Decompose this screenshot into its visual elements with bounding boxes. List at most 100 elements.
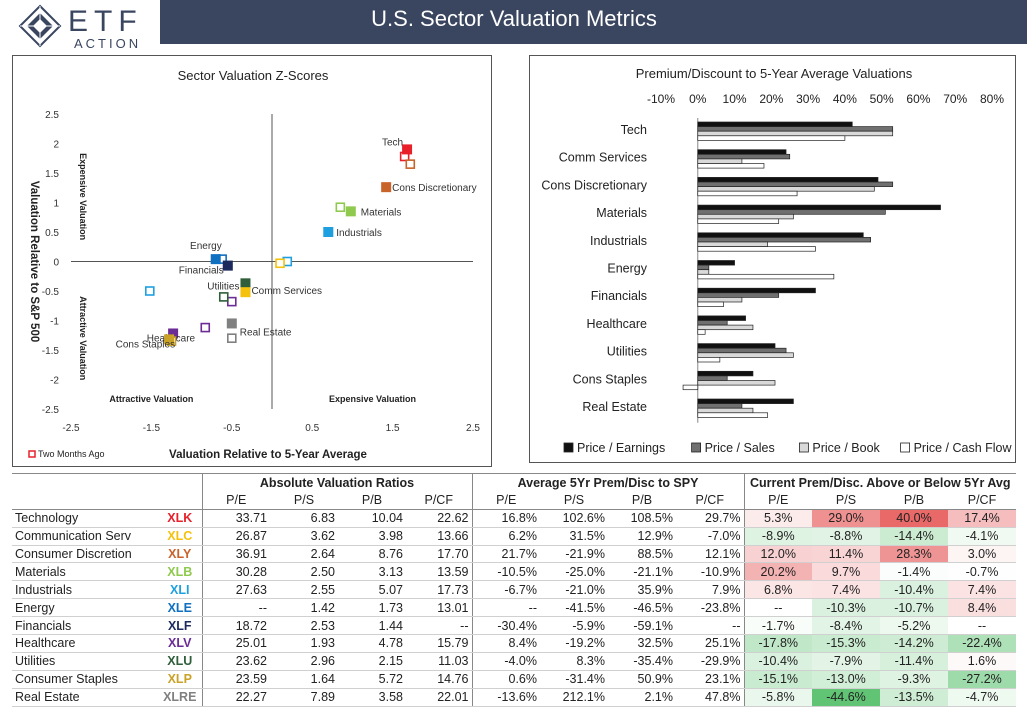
bar-price-sales	[697, 264, 710, 271]
scatter-prev-healthcare	[200, 322, 211, 333]
absolute-ratio-cell: 25.01	[201, 634, 270, 653]
absolute-ratio-cell: 2.15	[338, 652, 406, 671]
column-header: P/B	[608, 491, 676, 510]
y-tick-label: 0.5	[45, 228, 59, 239]
ticker-symbol: XLP	[158, 670, 202, 689]
average-prem-disc-cell: -23.8%	[676, 598, 744, 618]
current-prem-disc-cell: --	[948, 616, 1016, 636]
legend-label: Price / Earnings	[577, 441, 665, 455]
column-header: P/CF	[406, 491, 472, 510]
sector-name: Healthcare	[12, 634, 158, 653]
group-header-absolute: Absolute Valuation Ratios	[201, 473, 472, 492]
y-tick-label: -2.5	[42, 405, 60, 416]
absolute-ratio-cell: 7.89	[270, 688, 338, 707]
average-prem-disc-cell: -21.0%	[540, 580, 608, 600]
current-prem-disc-cell: -13.5%	[880, 688, 948, 707]
sector-name: Financials	[12, 616, 158, 636]
y-tick-label: -1.5	[42, 346, 60, 357]
absolute-ratio-cell: 2.96	[270, 652, 338, 671]
column-header: P/B	[880, 491, 948, 510]
x-tick-label: -0.5	[223, 423, 241, 434]
scatter-prev-utilities	[218, 292, 229, 302]
scatter-point-materials	[345, 206, 356, 217]
current-prem-disc-cell: 5.3%	[743, 509, 812, 528]
absolute-ratio-cell: 3.98	[338, 527, 406, 546]
scatter-point-tech	[402, 144, 413, 155]
bar-category-label: Materials	[596, 206, 647, 220]
absolute-ratio-cell: 13.01	[406, 598, 472, 618]
bar-x-tick-label: 30%	[796, 92, 820, 106]
legend-swatch	[900, 442, 911, 453]
current-prem-disc-cell: 7.4%	[948, 580, 1016, 600]
scatter-prev-marker	[227, 296, 237, 307]
scatter-label-energy: Energy	[190, 241, 222, 252]
legend-label: Price / Book	[812, 441, 880, 455]
current-prem-disc-cell: --	[743, 598, 812, 618]
current-prem-disc-cell: -1.4%	[880, 562, 948, 582]
absolute-ratio-cell: 22.27	[201, 688, 270, 707]
bar-price-book	[697, 130, 894, 137]
scatter-label-comm-services: Comm Services	[251, 286, 322, 297]
bar-price-book	[697, 158, 743, 164]
ticker-symbol: XLC	[158, 527, 202, 546]
bar-category-label: Utilities	[607, 345, 647, 359]
table-row: Utilities XLU 23.62 2.96 2.15 11.03 -4.0% 8.3% -…	[12, 652, 1016, 671]
valuation-table-area: Absolute Valuation Ratios Average 5Yr Pr…	[12, 473, 1022, 707]
y-tick-label: -0.5	[42, 287, 60, 298]
absolute-ratio-cell: 33.71	[201, 509, 270, 528]
absolute-ratio-cell: 5.72	[338, 670, 406, 689]
average-prem-disc-cell: -30.4%	[471, 616, 540, 636]
sector-name: Utilities	[12, 652, 158, 671]
absolute-ratio-cell: 2.50	[270, 562, 338, 582]
bar-price-sales	[697, 153, 791, 160]
ticker-symbol: XLK	[158, 509, 202, 528]
current-prem-disc-cell: -5.2%	[880, 616, 948, 636]
ticker-symbol: XLU	[158, 652, 202, 671]
bar-category-label: Comm Services	[559, 151, 647, 165]
average-prem-disc-cell: -6.7%	[471, 580, 540, 600]
bar-x-tick-label: 40%	[833, 92, 857, 106]
column-header: P/CF	[948, 491, 1016, 510]
bar-price-sales	[697, 292, 780, 298]
average-prem-disc-cell: -59.1%	[608, 616, 676, 636]
average-prem-disc-cell: -10.5%	[471, 562, 540, 582]
logo: ETF ACTION	[0, 0, 160, 52]
y-tick-label: 0	[53, 258, 59, 269]
absolute-ratio-cell: 2.55	[270, 580, 338, 600]
x-tick-label: 1.5	[386, 423, 400, 434]
scatter-point-financials	[222, 260, 233, 271]
bar-price-book	[697, 324, 754, 331]
scatter-label-tech: Tech	[382, 137, 403, 148]
etf-action-logo: ETF ACTION	[18, 4, 138, 51]
average-prem-disc-cell: --	[676, 616, 744, 636]
bar-price-earnings	[697, 121, 853, 127]
current-prem-disc-cell: -15.3%	[812, 634, 880, 653]
average-prem-disc-cell: 108.5%	[608, 509, 676, 528]
average-prem-disc-cell: 16.8%	[471, 509, 540, 528]
ticker-symbol: XLY	[158, 545, 202, 564]
bar-price-sales	[697, 347, 787, 354]
scatter-point-utilities	[240, 278, 251, 289]
average-prem-disc-cell: -31.4%	[540, 670, 608, 689]
absolute-ratio-cell: 8.76	[338, 545, 406, 564]
table-row: Consumer Staples XLP 23.59 1.64 5.72 14.76 0.6…	[12, 670, 1016, 689]
ticker-symbol: XLE	[158, 598, 202, 618]
average-prem-disc-cell: 8.4%	[471, 634, 540, 653]
column-header: P/E	[471, 491, 540, 510]
absolute-ratio-cell: 27.63	[201, 580, 270, 600]
absolute-ratio-cell: 23.59	[201, 670, 270, 689]
bar-price-cash-flow	[697, 357, 721, 363]
legend-swatch	[563, 442, 574, 453]
current-prem-disc-cell: 8.4%	[948, 598, 1016, 618]
absolute-ratio-cell: 18.72	[201, 616, 270, 636]
average-prem-disc-cell: 29.7%	[676, 509, 744, 528]
ticker-symbol: XLB	[158, 562, 202, 582]
group-header-average: Average 5Yr Prem/Disc to SPY	[471, 473, 744, 492]
table-row: Communication Serv XLC 26.87 3.62 3.98 13.66 6…	[12, 527, 1016, 546]
absolute-ratio-cell: 11.03	[406, 652, 472, 671]
bar-x-tick-label: 0%	[689, 92, 707, 106]
x-tick-label: -1.5	[143, 423, 161, 434]
bar-price-sales	[697, 375, 728, 381]
scatter-point-energy	[210, 254, 221, 265]
absolute-ratio-cell: 6.83	[270, 509, 338, 528]
